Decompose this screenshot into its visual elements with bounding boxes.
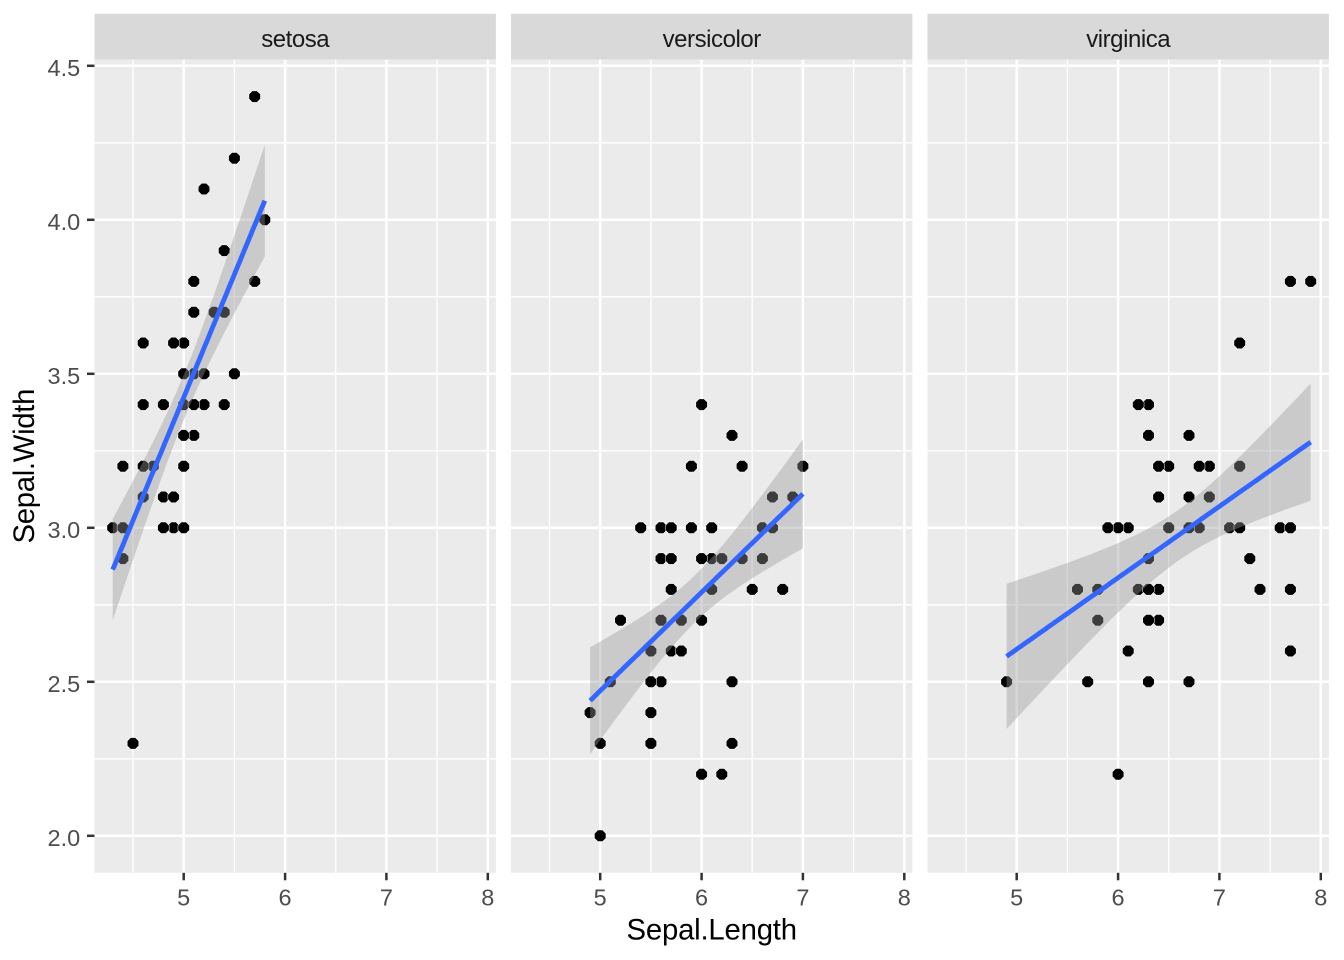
svg-text:virginica: virginica: [1086, 26, 1171, 53]
svg-text:4.0: 4.0: [48, 209, 81, 235]
svg-text:4.5: 4.5: [48, 55, 81, 81]
svg-text:7: 7: [796, 884, 809, 910]
svg-text:5: 5: [177, 884, 190, 910]
svg-text:8: 8: [481, 884, 494, 910]
svg-text:6: 6: [279, 884, 292, 910]
svg-text:8: 8: [1314, 884, 1327, 910]
svg-text:Sepal.Length: Sepal.Length: [627, 914, 797, 947]
svg-text:6: 6: [1112, 884, 1125, 910]
svg-text:8: 8: [898, 884, 911, 910]
svg-text:setosa: setosa: [261, 26, 330, 53]
svg-text:5: 5: [594, 884, 607, 910]
svg-text:7: 7: [1213, 884, 1226, 910]
svg-text:7: 7: [380, 884, 393, 910]
svg-text:3.5: 3.5: [48, 363, 81, 389]
svg-text:5: 5: [1010, 884, 1023, 910]
svg-text:versicolor: versicolor: [663, 26, 762, 53]
svg-text:3.0: 3.0: [48, 517, 81, 543]
svg-text:2.0: 2.0: [48, 825, 81, 851]
svg-text:2.5: 2.5: [48, 671, 81, 697]
svg-text:6: 6: [695, 884, 708, 910]
svg-text:Sepal.Width: Sepal.Width: [8, 389, 41, 544]
